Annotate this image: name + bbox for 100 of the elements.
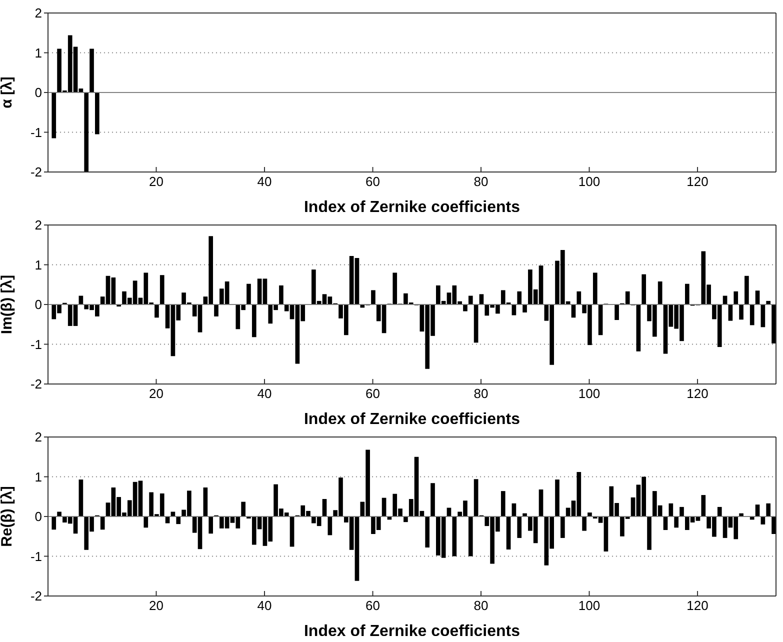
bar	[404, 516, 408, 522]
bar	[576, 291, 582, 304]
x-tick-label: 40	[257, 386, 272, 402]
y-tick-label: 0	[34, 509, 42, 524]
x-axis-title: Index of Zernike coefficients	[304, 623, 520, 640]
bar	[500, 491, 506, 516]
bar	[95, 92, 100, 134]
y-tick-label: 0	[34, 85, 42, 100]
x-tick-label: 100	[578, 598, 600, 614]
bar	[474, 304, 478, 343]
bar	[452, 516, 457, 556]
y-axis-title: Im(β) [λ]	[0, 274, 16, 334]
bar	[203, 487, 208, 516]
bar	[425, 516, 430, 548]
bar	[755, 290, 760, 304]
bar	[582, 516, 586, 531]
bar	[538, 489, 544, 516]
bar	[614, 304, 619, 320]
x-tick-label: 20	[149, 174, 164, 190]
bar	[506, 516, 511, 550]
bar	[144, 516, 148, 528]
bar	[517, 516, 522, 538]
y-tick-label: -2	[30, 164, 42, 180]
y-tick-label: 1	[34, 45, 42, 60]
y-tick-label: 0	[34, 297, 42, 312]
y-tick-label: -2	[30, 588, 42, 604]
y-tick-label: -1	[30, 124, 42, 140]
bar	[52, 516, 56, 530]
x-tick-label: 60	[366, 174, 380, 190]
bar	[52, 92, 56, 138]
bar	[760, 304, 766, 328]
bar	[290, 516, 294, 547]
bar	[241, 502, 246, 516]
bar	[560, 516, 565, 538]
x-axis-title: Index of Zernike coefficients	[304, 199, 520, 216]
bar	[647, 516, 652, 550]
x-tick-label: 60	[366, 386, 380, 402]
y-tick-label: 2	[34, 6, 42, 21]
bar	[642, 274, 646, 304]
bar	[674, 516, 678, 528]
bar	[517, 291, 522, 304]
bar	[322, 499, 327, 516]
bar	[744, 276, 749, 304]
x-tick-label: 80	[474, 174, 488, 190]
bar	[468, 516, 473, 556]
y-axis-title: α [λ]	[0, 76, 16, 108]
x-tick-label: 120	[686, 598, 708, 614]
bar	[208, 516, 214, 534]
x-tick-label: 20	[149, 386, 164, 402]
bar	[592, 272, 598, 304]
bar	[279, 285, 284, 304]
bar	[668, 503, 674, 516]
bar	[772, 516, 776, 534]
bar	[154, 304, 159, 318]
x-axis-title: Index of Zernike coefficients	[304, 411, 520, 428]
bar	[252, 304, 256, 338]
bar	[750, 304, 754, 326]
y-tick-label: 1	[34, 469, 42, 484]
bar	[160, 275, 164, 304]
bar	[555, 480, 560, 516]
bar	[701, 495, 706, 516]
y-tick-label: 2	[34, 430, 42, 445]
bar	[766, 503, 771, 516]
bar	[176, 516, 181, 524]
x-tick-label: 60	[366, 598, 380, 614]
x-tick-label: 80	[474, 598, 488, 614]
x-tick-label: 80	[474, 386, 488, 402]
bar	[78, 480, 84, 516]
bar	[658, 281, 662, 304]
bar	[598, 304, 603, 336]
y-tick-label: 1	[34, 257, 42, 272]
x-tick-label: 100	[578, 174, 600, 190]
bar	[371, 290, 376, 304]
bar	[468, 296, 473, 304]
y-tick-label: -1	[30, 336, 42, 352]
bar	[739, 304, 744, 320]
bar	[522, 304, 527, 312]
bar	[734, 291, 738, 304]
y-axis-title: Re(β) [λ]	[0, 486, 16, 547]
bar	[246, 284, 251, 304]
bar	[684, 284, 690, 304]
x-tick-label: 40	[257, 174, 272, 190]
y-tick-label: -2	[30, 376, 42, 392]
x-tick-label: 120	[686, 174, 708, 190]
bar	[100, 516, 105, 530]
x-tick-label: 100	[578, 386, 600, 402]
bar	[430, 483, 435, 516]
bar	[680, 506, 684, 516]
x-tick-label: 120	[686, 386, 708, 402]
bar	[214, 304, 218, 316]
y-tick-label: -1	[30, 548, 42, 564]
bar	[84, 92, 89, 172]
bar	[463, 304, 468, 312]
bar	[728, 304, 733, 321]
y-tick-label: 2	[34, 218, 42, 233]
x-tick-label: 40	[257, 598, 272, 614]
bar	[772, 304, 776, 344]
bar	[717, 506, 722, 516]
bar	[90, 48, 94, 92]
x-tick-label: 20	[149, 598, 164, 614]
